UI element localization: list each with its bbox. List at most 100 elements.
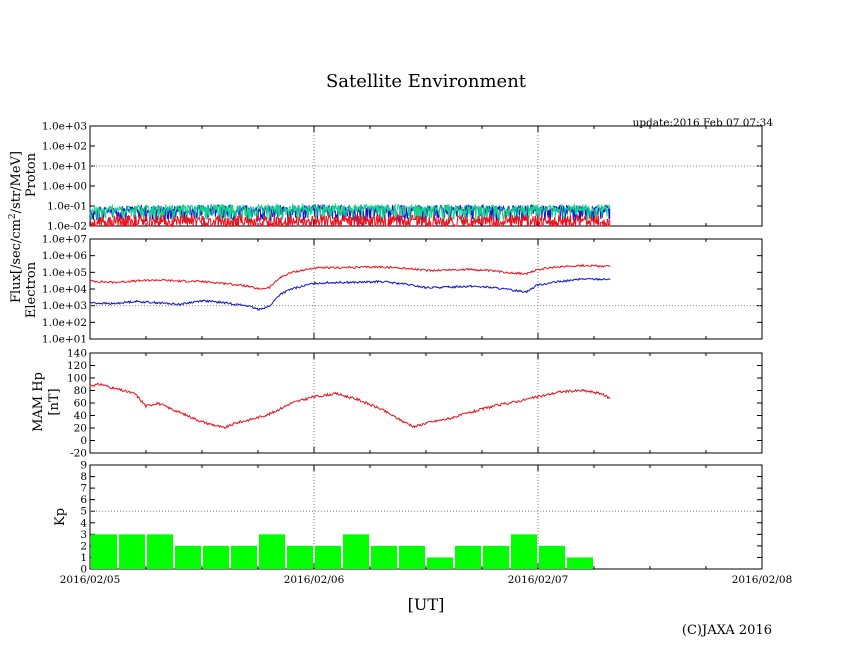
electron-point-blue (111, 303, 113, 305)
electron-point-red (447, 269, 449, 271)
electron-series-blue (89, 277, 610, 311)
kp-bar (203, 545, 229, 569)
mam_hp-point-red (291, 402, 293, 404)
x-tick-2: 2016/02/07 (508, 574, 569, 586)
electron-point-red (268, 287, 270, 289)
kp-bar (567, 557, 593, 569)
x-tick-3: 2016/02/08 (732, 574, 793, 586)
electron-point-red (609, 265, 611, 267)
kp-ytick-label: 3 (80, 529, 87, 541)
kp-bar (399, 545, 425, 569)
proton-point-green (89, 208, 91, 210)
proton-ylabel: Proton (24, 152, 39, 197)
proton-series-green (89, 202, 611, 223)
electron-point-blue (447, 286, 449, 288)
mam_hp-point-red (223, 427, 225, 429)
kp-ytick-label: 7 (80, 483, 87, 495)
kp-bar (455, 545, 481, 569)
mam_hp-frame (89, 352, 763, 454)
kp-ytick-label: 5 (80, 506, 87, 518)
electron-point-red (559, 266, 562, 268)
electron-point-blue (291, 288, 293, 290)
proton-point-green (179, 207, 181, 209)
proton-point-red (537, 219, 539, 221)
mam_hp-ytick-label: 60 (74, 398, 87, 410)
electron-point-blue (425, 287, 427, 289)
flux-ylabel: Flux[/sec/cm2/str/MeV] (8, 151, 24, 303)
kp-bar (315, 545, 341, 569)
mam_hp-point-red (414, 426, 416, 428)
mam_hp-point-red (89, 384, 91, 387)
electron-point-blue (609, 278, 611, 280)
proton-point-red (447, 219, 449, 221)
electron-point-red (313, 267, 315, 269)
electron-point-red (335, 267, 337, 269)
proton-point-blue (89, 209, 91, 212)
proton-ytick-label: 1.0e+01 (42, 161, 87, 173)
mam_hp-point-red (156, 402, 158, 404)
proton-point-green (609, 207, 611, 209)
electron-point-blue (201, 300, 203, 302)
electron-point-blue (335, 281, 337, 283)
proton-ytick-label: 1.0e+02 (42, 141, 87, 153)
proton-ytick-label: 1.0e+03 (42, 121, 87, 133)
proton-ytick-label: 1.0e-01 (47, 201, 87, 213)
mam_hp-point-red (134, 393, 136, 395)
mam_hp-point-red (447, 418, 449, 420)
update-timestamp: update:2016 Feb 07 07:34 (633, 117, 774, 129)
kp-ytick-label: 8 (80, 471, 87, 483)
proton-point-green (537, 207, 539, 209)
electron-point-blue (358, 281, 360, 283)
proton-point-red (609, 219, 611, 221)
proton-series-red (89, 213, 611, 228)
electron-point-red (492, 270, 494, 272)
electron-point-blue (89, 302, 91, 304)
mam_hp-point-red (313, 396, 315, 398)
electron-ylabel: Electron (24, 261, 39, 318)
copyright: (C)JAXA 2016 (682, 623, 772, 638)
electron-point-blue (537, 284, 539, 286)
mam_hp-point-red (358, 399, 360, 401)
proton-point-red (179, 219, 181, 221)
electron-point-blue (470, 285, 472, 287)
mam_hp-ytick-label: 20 (74, 423, 87, 435)
mam_hp-point-red (335, 393, 337, 395)
proton-ytick-label: 1.0e-02 (47, 221, 87, 233)
mam_hp-point-red (100, 383, 102, 385)
mam_hp-ytick-label: 80 (74, 385, 87, 397)
mam_hp-point-red (559, 391, 562, 393)
electron-ytick-label: 1.0e+06 (42, 250, 87, 262)
electron-point-blue (257, 308, 259, 310)
mam_hp-ytick-label: 0 (80, 435, 87, 447)
proton-point-red (89, 219, 91, 221)
kp-bar (287, 545, 313, 569)
mam_hp-point-red (537, 396, 539, 398)
electron-point-red (470, 268, 472, 270)
mam_hp-point-red (380, 408, 382, 410)
kp-bar (483, 545, 509, 569)
kp-bar (91, 534, 117, 569)
electron-point-red (425, 269, 427, 272)
kp-bar (231, 545, 257, 569)
mam_hp-point-red (235, 422, 237, 424)
mam_hp-point-red (515, 401, 517, 403)
mam_hp-point-red (403, 421, 405, 423)
kp-ytick-label: 9 (80, 460, 87, 472)
mam_hp-point-red (268, 413, 270, 415)
proton-point-green (447, 207, 449, 209)
kp-ytick-label: 0 (80, 564, 87, 576)
mam_hp-ytick-label: 100 (67, 373, 87, 385)
electron-point-blue (380, 280, 382, 283)
electron-point-blue (582, 278, 584, 280)
electron-point-red (403, 267, 405, 269)
electron-ytick-label: 1.0e+05 (42, 267, 87, 279)
mam-hp-unit: [nT] (47, 388, 62, 415)
mam_hp-ytick-label: 120 (67, 360, 87, 372)
electron-point-red (223, 282, 225, 284)
chart-title: Satellite Environment (326, 71, 527, 92)
electron-point-blue (515, 290, 517, 292)
electron-point-red (134, 280, 136, 282)
flux-label-tail: /str/MeV] (9, 151, 24, 213)
proton-point-red (358, 219, 360, 221)
